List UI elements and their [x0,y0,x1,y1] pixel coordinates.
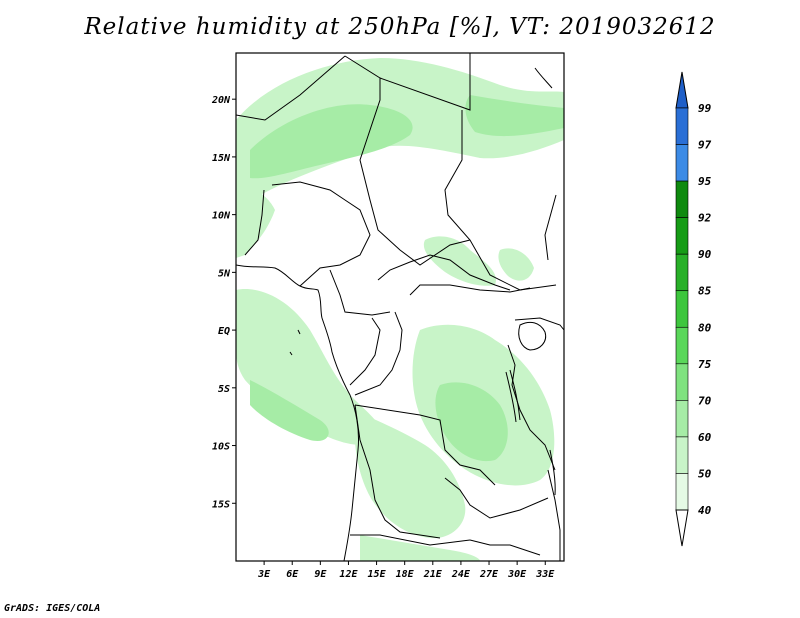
border-namibia [350,534,471,546]
border-cameroon [329,269,391,316]
border-guinea-gulf-islands [289,329,301,356]
grads-credit: GrADS: IGES/COLA [4,603,101,614]
lon-tick-label: 33E [535,569,555,580]
lon-tick-label: 6E [286,569,299,580]
humidity-area-congo-core [435,382,508,462]
colorbar-segment [675,253,689,292]
lon-tick-label: 18E [396,569,415,580]
border-libya-chad [344,55,381,161]
colorbar-bottom-arrow [675,509,689,547]
humidity-area-northeast [465,95,564,137]
humidity-area-west-coast [236,180,275,258]
humidity-area-south [360,535,480,561]
border-chad [359,159,471,266]
colorbar-label: 99 [698,102,712,115]
lat-tick-label: EQ [218,326,230,337]
border-botswana [469,539,541,556]
border-zambia [444,477,549,519]
lat-tick-label: 5S [218,384,230,395]
colorbar-segment [675,363,689,401]
border-mozambique [547,469,561,561]
humidity-area-gulf-band [236,289,381,445]
colorbar-label: 75 [698,358,712,371]
lake-tanganyika [505,369,521,423]
colorbar-segment [675,326,689,365]
colorbar-segment [675,290,689,328]
lon-tick-label: 3E [257,569,271,580]
coastline-red-sea [534,67,553,89]
colorbar-segment [675,107,689,145]
border-sudan [444,110,557,291]
map-title: Relative humidity at 250hPa [%], VT: 201… [84,14,716,40]
border-nigeria [271,181,371,287]
humidity-area-central-north [423,236,496,286]
lon-tick-label: 15E [368,569,387,580]
lat-tick-label: 20N [211,95,231,106]
colorbar-segment [675,400,689,438]
country-borders [236,53,564,561]
colorbar-segment [675,180,689,218]
colorbar-label: 70 [698,394,712,407]
border-drc-south [354,404,496,486]
latitude-axis: 20N 15N 10N 5N EQ 5S 10S 15S [211,95,236,510]
border-egypt-sudan [379,53,471,111]
border-congo [349,317,381,386]
map-frame [235,52,565,562]
colorbar-top-arrow [675,71,689,109]
lat-tick-label: 15N [212,153,231,164]
lat-tick-label: 10S [212,442,230,453]
lake-malawi [549,449,556,496]
humidity-area-angola [354,410,466,539]
border-west-small [244,189,265,256]
colorbar-label: 95 [698,175,712,188]
border-ethiopia [544,194,557,261]
coastline-west-africa [236,264,359,561]
lon-tick-label: 21E [423,569,443,580]
colorbar-label: 92 [698,212,712,225]
border-angola [354,404,441,539]
border-east-lakes [507,344,556,471]
lat-tick-label: 10N [212,211,231,222]
border-drc-west [354,311,403,396]
lat-tick-label: 15S [212,499,230,510]
lon-tick-label: 12E [339,569,358,580]
colorbar-label: 60 [698,431,712,444]
lat-tick-label: 5N [218,268,231,279]
colorbar-label: 90 [698,248,712,261]
lon-tick-label: 30E [507,569,527,580]
colorbar-label: 80 [698,321,712,334]
border-drc-north [409,284,531,296]
colorbar-label: 97 [698,139,712,152]
border-car [377,254,511,291]
border-niger-mali [236,55,346,121]
colorbar: 99 97 95 92 90 85 80 75 70 60 50 40 [675,71,712,547]
colorbar-segment [675,473,689,511]
humidity-area-east-highlands [498,248,534,281]
lon-tick-label: 27E [479,569,499,580]
colorbar-segment [675,436,689,474]
lake-victoria [518,321,547,351]
lon-tick-label: 24E [451,569,471,580]
border-uganda-kenya [514,317,564,331]
colorbar-label: 50 [698,467,712,480]
humidity-area-gulf-core [250,380,329,441]
humidity-shading [236,58,564,561]
colorbar-segment [675,144,689,182]
colorbar-segment [675,217,689,255]
colorbar-label: 85 [698,285,712,298]
longitude-axis: 3E 6E 9E 12E 15E 18E 21E 24E 27E 30E 33E [257,561,555,580]
lon-tick-label: 9E [314,569,327,580]
colorbar-label: 40 [698,504,712,517]
